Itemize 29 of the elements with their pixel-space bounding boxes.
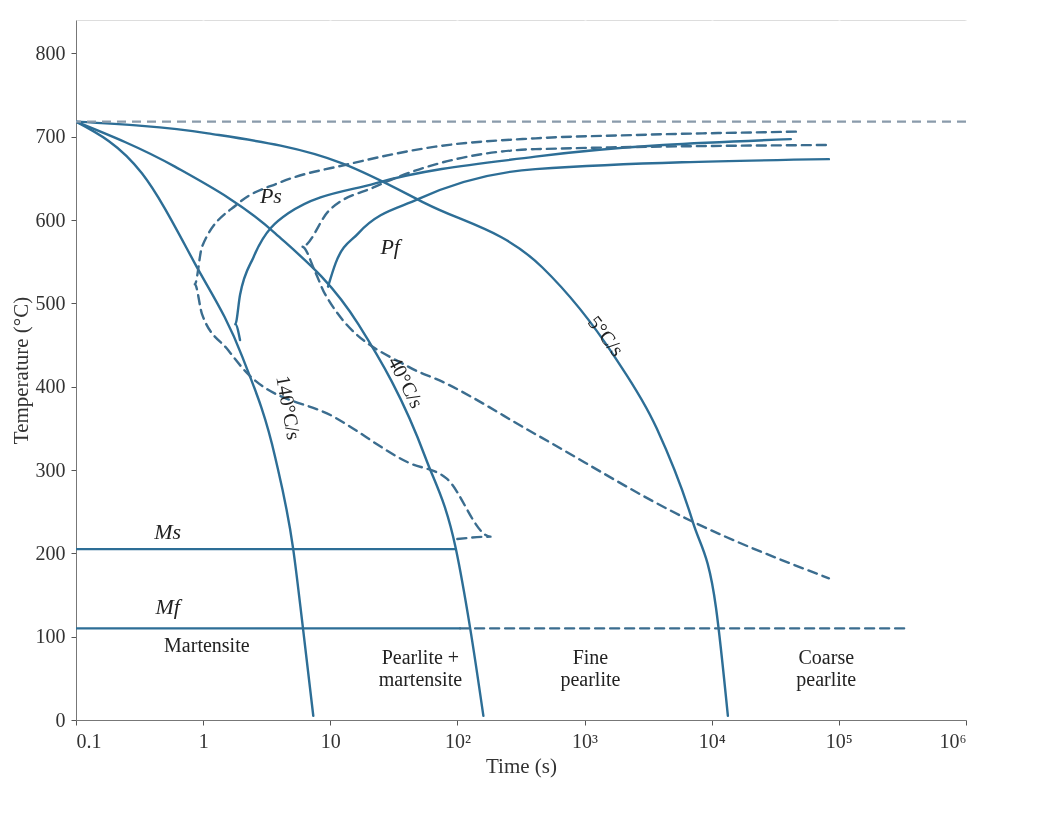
x-tick-label: 1 — [198, 729, 209, 752]
annotation: Martensite — [164, 633, 250, 656]
annotation: 40°C/s — [383, 352, 429, 412]
x-tick-label: 10² — [444, 729, 471, 752]
annotation: Ms — [153, 519, 182, 545]
annotation: Ps — [258, 183, 282, 209]
x-tick-label: 10³ — [572, 729, 599, 752]
y-tick-label: 200 — [35, 541, 66, 564]
x-tick-label: 0.1 — [76, 729, 102, 752]
y-axis-title: Temperature (°C) — [8, 296, 33, 445]
y-tick-label: 700 — [35, 125, 66, 148]
annotation: Pearlite + martensite — [378, 645, 463, 690]
x-tick-label: 10⁶ — [939, 729, 967, 752]
x-tick-label: 10⁵ — [825, 729, 853, 752]
y-tick-label: 0 — [55, 708, 66, 731]
y-tick-label: 300 — [35, 458, 66, 481]
x-axis-title: Time (s) — [486, 753, 557, 778]
annotation: Pf — [379, 233, 403, 259]
y-tick-label: 500 — [35, 291, 66, 314]
y-tick-label: 400 — [35, 375, 66, 398]
annotation: Mf — [154, 594, 183, 620]
annotation: Fine pearlite — [560, 645, 621, 691]
y-tick-label: 800 — [35, 41, 66, 64]
annotation: 140°C/s — [272, 373, 306, 442]
x-tick-label: 10⁴ — [698, 729, 726, 752]
annotation: Coarse pearlite — [796, 645, 857, 691]
y-tick-label: 600 — [35, 208, 66, 231]
y-tick-label: 100 — [35, 625, 66, 648]
x-tick-label: 10 — [320, 729, 341, 752]
